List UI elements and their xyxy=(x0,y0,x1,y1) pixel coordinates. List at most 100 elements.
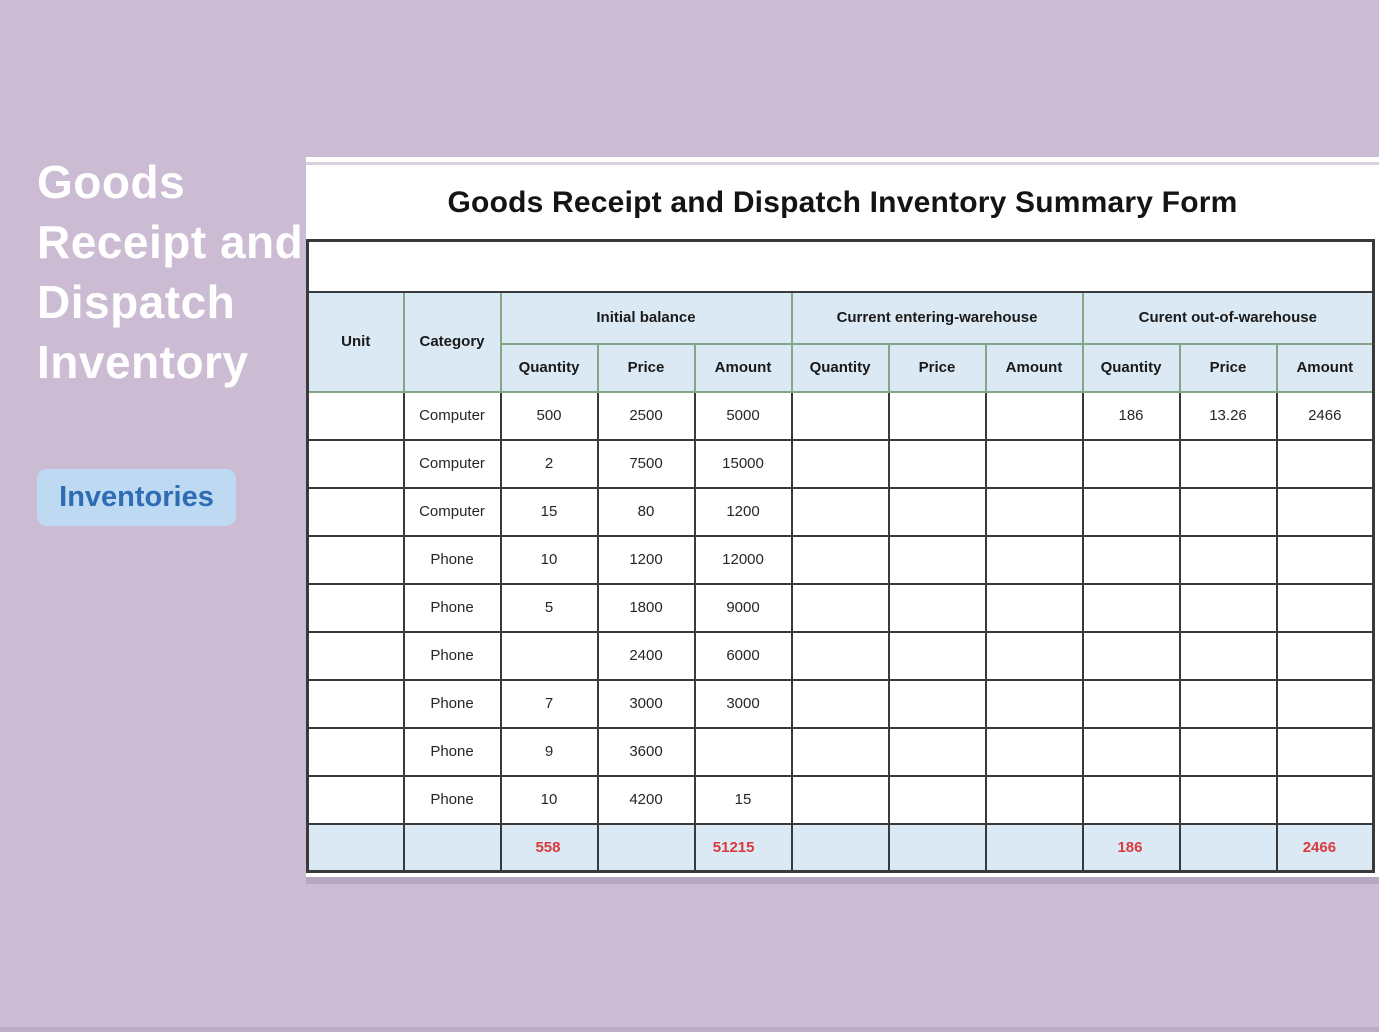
cell xyxy=(790,678,890,729)
cell xyxy=(1081,630,1181,681)
table-row: Phone 9 3600 xyxy=(306,726,1375,777)
cell xyxy=(1081,726,1181,777)
cell xyxy=(1081,438,1181,489)
cell xyxy=(1081,774,1181,825)
cell xyxy=(306,774,405,825)
cell: 1200 xyxy=(693,486,793,537)
col-header-unit: Unit xyxy=(306,290,405,393)
col-header-ib-quantity: Quantity xyxy=(499,342,599,393)
cell: Phone xyxy=(402,774,502,825)
cell xyxy=(984,678,1084,729)
cell: 10 xyxy=(499,534,599,585)
cell: 5 xyxy=(499,582,599,633)
group-header-initial-balance: Initial balance xyxy=(499,290,793,345)
cell: 2400 xyxy=(596,630,696,681)
col-header-ew-quantity: Quantity xyxy=(790,342,890,393)
cell: 10 xyxy=(499,774,599,825)
cell xyxy=(984,822,1084,873)
cell xyxy=(306,438,405,489)
cell xyxy=(984,390,1084,441)
cell: 80 xyxy=(596,486,696,537)
cell xyxy=(306,822,405,873)
cell xyxy=(790,534,890,585)
col-header-ew-amount: Amount xyxy=(984,342,1084,393)
col-header-ib-price: Price xyxy=(596,342,696,393)
cell: 9 xyxy=(499,726,599,777)
cell: Phone xyxy=(402,726,502,777)
cell xyxy=(1275,630,1375,681)
cell xyxy=(790,822,890,873)
cell xyxy=(1178,486,1278,537)
cell xyxy=(984,774,1084,825)
cell: 3000 xyxy=(596,678,696,729)
cell: Computer xyxy=(402,486,502,537)
cell xyxy=(887,582,987,633)
cell xyxy=(1178,438,1278,489)
inventories-badge[interactable]: Inventories xyxy=(37,469,236,526)
cell: 9000 xyxy=(693,582,793,633)
cell: 51215 xyxy=(693,822,793,873)
table-row: Phone 10 1200 12000 xyxy=(306,534,1375,585)
cell xyxy=(887,534,987,585)
col-header-ib-amount: Amount xyxy=(693,342,793,393)
cell xyxy=(790,726,890,777)
cell: 2466 xyxy=(1275,390,1375,441)
cell: 12000 xyxy=(693,534,793,585)
cell: 7 xyxy=(499,678,599,729)
col-header-ew-price: Price xyxy=(887,342,987,393)
inventory-table: Unit Category Initial balance Current en… xyxy=(306,239,1376,873)
blank-cell xyxy=(306,239,1375,293)
header-sub-row: Quantity Price Amount Quantity Price Amo… xyxy=(308,342,1375,393)
cell xyxy=(1178,678,1278,729)
cell xyxy=(306,582,405,633)
cell xyxy=(306,390,405,441)
header-group-row: Unit Category Initial balance Current en… xyxy=(306,290,1375,393)
cell xyxy=(1275,726,1375,777)
cell xyxy=(790,630,890,681)
table-row: Phone 7 3000 3000 xyxy=(306,678,1375,729)
cell xyxy=(984,630,1084,681)
cell: 1800 xyxy=(596,582,696,633)
cell: 500 xyxy=(499,390,599,441)
cell: 558 xyxy=(499,822,599,873)
cell xyxy=(887,486,987,537)
cell xyxy=(790,390,890,441)
cell: Computer xyxy=(402,438,502,489)
cell xyxy=(1275,582,1375,633)
hero-title: Goods Receipt and Dispatch Inventory xyxy=(37,156,304,388)
group-header-out-of-warehouse: Curent out-of-warehouse xyxy=(1081,290,1375,345)
cell xyxy=(693,726,793,777)
cell xyxy=(790,486,890,537)
cell: 5000 xyxy=(693,390,793,441)
cell xyxy=(306,486,405,537)
cell xyxy=(402,822,502,873)
cell xyxy=(790,438,890,489)
cell: 186 xyxy=(1081,390,1181,441)
sheet-bottom-shadow xyxy=(306,877,1379,884)
cell: 4200 xyxy=(596,774,696,825)
cell xyxy=(790,582,890,633)
col-header-ow-amount: Amount xyxy=(1275,342,1375,393)
cell: 2466 xyxy=(1275,822,1375,873)
cell xyxy=(1081,582,1181,633)
cell xyxy=(499,630,599,681)
cell: 15000 xyxy=(693,438,793,489)
group-header-entering-warehouse: Current entering-warehouse xyxy=(790,290,1084,345)
cell: 3600 xyxy=(596,726,696,777)
cell: 6000 xyxy=(693,630,793,681)
inventories-badge-label: Inventories xyxy=(59,481,214,513)
cell xyxy=(1275,534,1375,585)
cell xyxy=(596,822,696,873)
cell xyxy=(887,438,987,489)
cell: 186 xyxy=(1081,822,1181,873)
cell xyxy=(306,726,405,777)
cell xyxy=(1178,774,1278,825)
cell xyxy=(887,822,987,873)
cell: Phone xyxy=(402,534,502,585)
sheet-top-divider xyxy=(306,162,1379,165)
cell xyxy=(984,726,1084,777)
cell xyxy=(306,630,405,681)
cell xyxy=(1178,822,1278,873)
cell xyxy=(1081,678,1181,729)
